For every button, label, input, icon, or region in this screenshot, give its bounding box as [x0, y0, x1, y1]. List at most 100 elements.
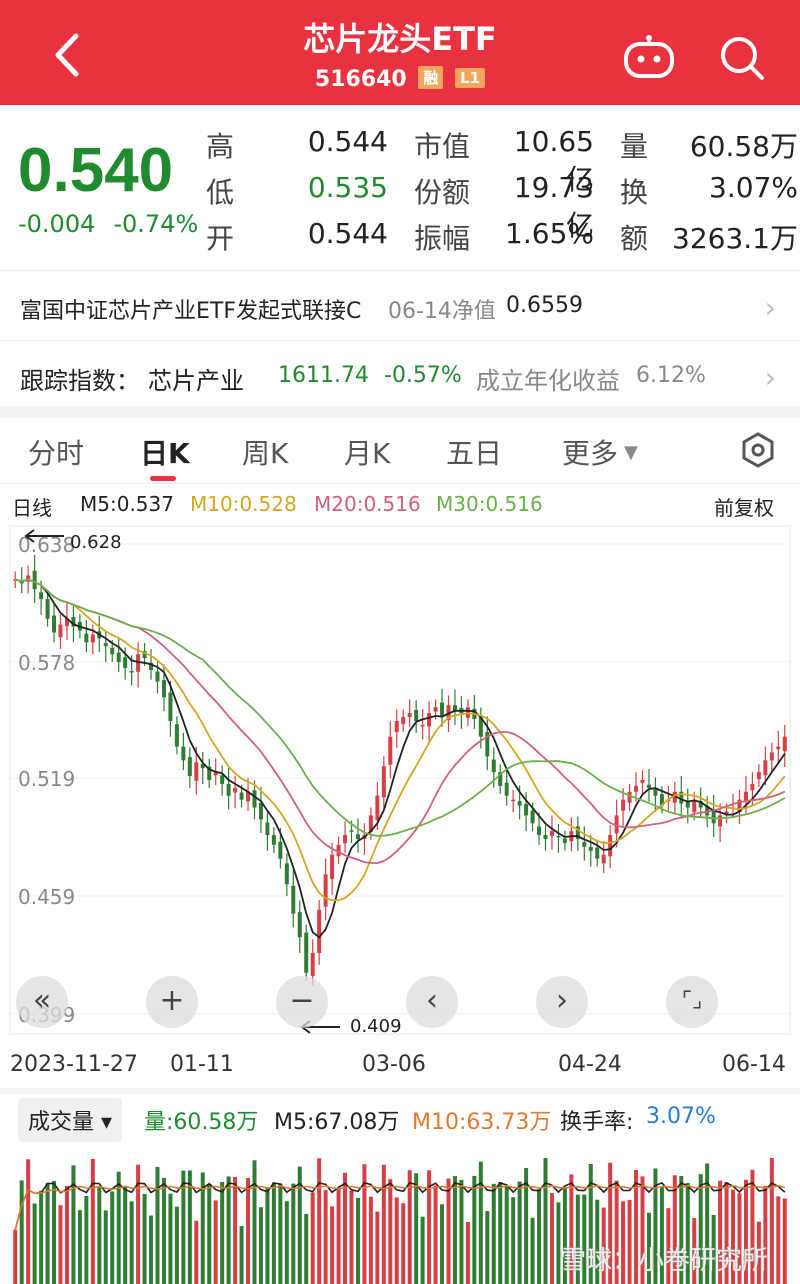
volume-bar: [595, 1199, 600, 1284]
candle-body: [284, 863, 289, 885]
volume-bar: [304, 1213, 309, 1284]
zoom-in-button[interactable]: +: [146, 976, 198, 1028]
max-arrow-head: [24, 529, 35, 543]
tab-weekly-k[interactable]: 周K: [242, 437, 289, 470]
volume-bar: [562, 1187, 567, 1284]
kline-type: 日线: [12, 496, 52, 520]
ma20-value: M20:0.516: [314, 492, 421, 516]
volume-bar: [291, 1183, 296, 1284]
volume-ma-line: [14, 1184, 786, 1231]
volume-bar: [433, 1185, 438, 1284]
volume-bar: [136, 1164, 141, 1284]
volume-bar: [621, 1201, 626, 1284]
candle-body: [737, 799, 742, 813]
volume-bar: [90, 1158, 95, 1284]
tracking-index-row[interactable]: 跟踪指数： 芯片产业 1611.74 -0.57% 成立年化收益 6.12% ›: [0, 340, 800, 410]
candle-body: [278, 841, 283, 859]
amp-label: 振幅: [414, 222, 471, 255]
volume-bar: [265, 1187, 270, 1284]
tab-five-day[interactable]: 五日: [446, 437, 503, 470]
candle-body: [136, 654, 141, 672]
adjust-mode[interactable]: 前复权: [714, 496, 774, 520]
volume-bar: [782, 1198, 787, 1284]
volume-bar: [776, 1196, 781, 1284]
volume-bar: [465, 1221, 470, 1284]
candle-body: [698, 801, 703, 808]
candle-body: [194, 762, 199, 781]
index-value: 1611.74: [278, 363, 369, 388]
change-pct: -0.74%: [113, 210, 199, 238]
turnover-label: 换: [620, 176, 649, 209]
volume-bar: [685, 1183, 690, 1284]
fullscreen-button[interactable]: ⌜⌟: [666, 976, 718, 1028]
volume-bar: [368, 1196, 373, 1284]
volume-chart[interactable]: [0, 1138, 800, 1284]
volume-bar: [155, 1166, 160, 1284]
volume-bar: [569, 1174, 574, 1284]
back-arrow-icon[interactable]: [48, 30, 88, 80]
volume-bar: [19, 1180, 24, 1284]
volume-bar: [582, 1194, 587, 1284]
candle-body: [685, 800, 690, 808]
header-bar: 芯片龙头ETF 516640 融 L1: [0, 0, 800, 105]
linked-fund-row[interactable]: 富国中证芯片产业ETF发起式联接C 06-14净值 0.6559 ›: [0, 270, 800, 340]
tab-daily-k[interactable]: 日K: [140, 437, 190, 470]
ma-line-30: [14, 578, 786, 837]
volume-bar: [511, 1197, 516, 1284]
volume-bar: [478, 1161, 483, 1284]
volume-bar: [116, 1171, 121, 1284]
candle-body: [317, 909, 322, 954]
candle-body: [310, 953, 315, 976]
x-tick-label: 06-14: [722, 1052, 786, 1077]
search-icon[interactable]: [718, 34, 766, 82]
vol-m5: M5:67.08万: [274, 1110, 400, 1135]
candle-body: [116, 652, 121, 662]
volume-bar: [103, 1210, 108, 1284]
volume-bar: [310, 1192, 315, 1284]
prev-button[interactable]: ‹: [406, 976, 458, 1028]
volume-bar: [207, 1184, 212, 1284]
candle-body: [743, 791, 748, 802]
candle-body: [103, 643, 108, 647]
candle-body: [123, 657, 128, 668]
tab-intraday[interactable]: 分时: [28, 437, 85, 470]
volume-bar: [543, 1158, 548, 1284]
open-value: 0.544: [307, 217, 388, 250]
candle-body: [207, 766, 212, 780]
candle-body: [634, 785, 639, 792]
candle-body: [679, 791, 684, 804]
volume-bar: [220, 1181, 225, 1284]
candle-body: [562, 838, 567, 843]
volume-bar: [679, 1175, 684, 1284]
volume-bar: [258, 1207, 263, 1284]
index-pct: -0.57%: [384, 363, 462, 388]
volume-bar: [226, 1176, 231, 1284]
tab-monthly-k[interactable]: 月K: [344, 437, 391, 470]
candle-body: [414, 709, 419, 721]
candle-body: [543, 835, 548, 839]
candle-body: [440, 702, 445, 718]
settings-hexagon-icon[interactable]: [740, 432, 776, 468]
tab-more[interactable]: 更多: [562, 437, 619, 470]
volume-bar: [517, 1181, 522, 1284]
zoom-out-button[interactable]: −: [276, 976, 328, 1028]
candle-body: [756, 772, 761, 780]
candle-body: [330, 854, 335, 880]
volume-indicator-selector[interactable]: 成交量 ▾: [18, 1098, 123, 1142]
volume-bar: [659, 1187, 664, 1284]
next-button[interactable]: ›: [536, 976, 588, 1028]
robot-icon[interactable]: [622, 34, 676, 80]
rewind-button[interactable]: «: [16, 976, 68, 1028]
volume-bar: [149, 1215, 154, 1284]
candle-body: [291, 885, 296, 914]
high-value: 0.544: [307, 125, 388, 158]
nav-value: 0.6559: [506, 293, 583, 318]
candle-body: [265, 822, 270, 836]
high-label: 高: [206, 130, 235, 163]
volume-bar: [13, 1229, 18, 1284]
volume-bar: [194, 1220, 199, 1284]
volume-bar: [627, 1199, 632, 1284]
min-price-label: 0.409: [350, 1016, 402, 1037]
tab-active-indicator: [150, 476, 176, 481]
